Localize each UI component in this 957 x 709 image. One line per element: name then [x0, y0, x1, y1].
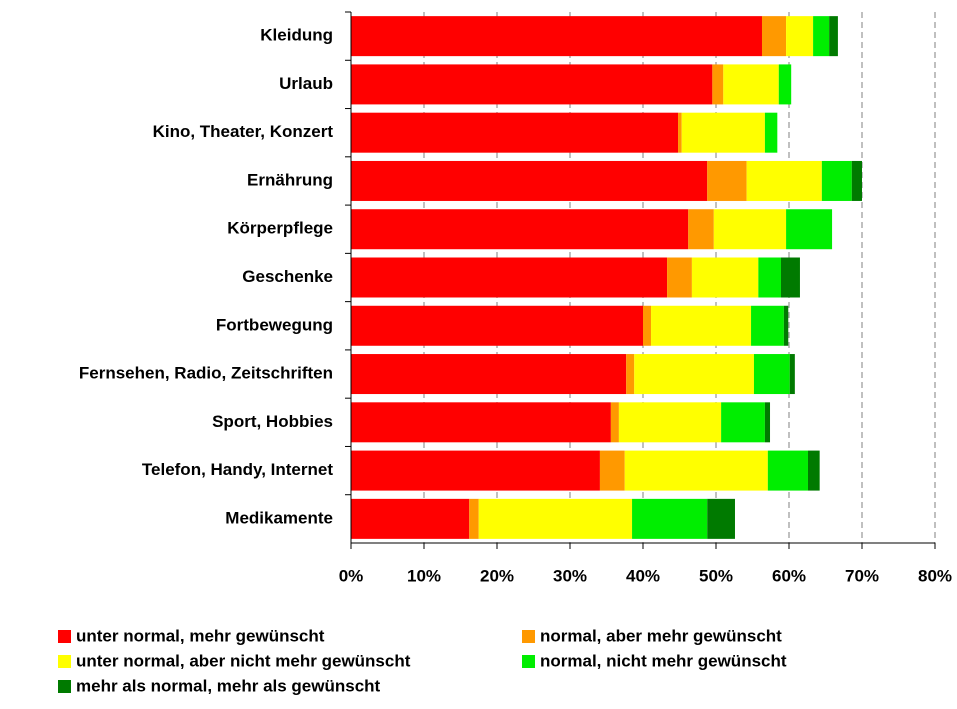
- bar-segment: [351, 305, 643, 346]
- bar-segment: [351, 498, 470, 539]
- bar-segment: [778, 64, 792, 105]
- bar-segment: [780, 257, 800, 298]
- bar-segment: [351, 112, 679, 153]
- legend-swatch: [58, 655, 71, 668]
- bar-segment: [626, 354, 635, 395]
- x-tick-label: 20%: [480, 566, 514, 585]
- legend-swatch: [58, 680, 71, 693]
- bar-segment: [713, 209, 787, 250]
- bar-segment: [753, 354, 790, 395]
- x-tick-label: 30%: [553, 566, 587, 585]
- bar-segment: [681, 112, 765, 153]
- y-tick-label: Geschenke: [242, 267, 333, 286]
- bar-segment: [758, 257, 781, 298]
- bar-segment: [707, 498, 735, 539]
- legend-label: mehr als normal, mehr als gewünscht: [76, 676, 381, 695]
- legend-swatch: [522, 655, 535, 668]
- bar-segment: [707, 160, 747, 201]
- y-tick-label: Sport, Hobbies: [212, 412, 333, 431]
- x-tick-label: 60%: [772, 566, 806, 585]
- bar-segment: [599, 450, 625, 491]
- legend-swatch: [522, 630, 535, 643]
- bar-segment: [643, 305, 652, 346]
- bar-segment: [351, 64, 713, 105]
- bar-segment: [624, 450, 768, 491]
- bar-segment: [351, 257, 668, 298]
- y-tick-label: Ernährung: [247, 170, 333, 189]
- y-tick-label: Urlaub: [279, 74, 333, 93]
- x-tick-label: 10%: [407, 566, 441, 585]
- bar-segment: [667, 257, 692, 298]
- bar-segment: [691, 257, 759, 298]
- bar-segment: [688, 209, 714, 250]
- x-tick-label: 80%: [918, 566, 952, 585]
- bar-segment: [634, 354, 754, 395]
- y-tick-label: Körperpflege: [227, 219, 333, 238]
- bar-segment: [610, 402, 619, 443]
- bar-segment: [813, 16, 830, 57]
- bar-segment: [712, 64, 724, 105]
- bar-segment: [783, 305, 789, 346]
- bar-segment: [767, 450, 808, 491]
- bar-segment: [478, 498, 633, 539]
- y-tick-label: Kino, Theater, Konzert: [153, 122, 334, 141]
- legend-swatch: [58, 630, 71, 643]
- bar-segment: [761, 16, 787, 57]
- bar-segment: [351, 16, 762, 57]
- bar-segment: [351, 402, 611, 443]
- bar-segment: [469, 498, 479, 539]
- bar-segment: [821, 160, 852, 201]
- bar-segment: [789, 354, 795, 395]
- y-tick-label: Fortbewegung: [216, 315, 333, 334]
- x-tick-label: 0%: [339, 566, 364, 585]
- bar-segment: [651, 305, 752, 346]
- bar-segment: [678, 112, 682, 153]
- bar-segment: [807, 450, 820, 491]
- bar-segment: [764, 402, 771, 443]
- y-tick-label: Medikamente: [225, 508, 333, 527]
- bar-segment: [351, 160, 708, 201]
- legend-label: normal, aber mehr gewünscht: [540, 626, 782, 645]
- bar-segment: [632, 498, 708, 539]
- x-tick-label: 40%: [626, 566, 660, 585]
- legend-label: normal, nicht mehr gewünscht: [540, 651, 787, 670]
- bar-segment: [721, 402, 765, 443]
- bar-segment: [751, 305, 784, 346]
- x-tick-label: 70%: [845, 566, 879, 585]
- bar-segment: [746, 160, 822, 201]
- bar-segment: [351, 209, 689, 250]
- bar-segment: [786, 209, 833, 250]
- bar-segment: [764, 112, 778, 153]
- y-tick-label: Fernsehen, Radio, Zeitschriften: [79, 364, 333, 383]
- bar-segment: [851, 160, 862, 201]
- y-tick-label: Telefon, Handy, Internet: [142, 460, 333, 479]
- bar-segment: [829, 16, 838, 57]
- y-tick-label: Kleidung: [260, 26, 333, 45]
- bar-segment: [786, 16, 814, 57]
- legend-label: unter normal, aber nicht mehr gewünscht: [76, 651, 411, 670]
- bar-segment: [618, 402, 722, 443]
- x-tick-label: 50%: [699, 566, 733, 585]
- bar-segment: [351, 354, 627, 395]
- bar-segment: [723, 64, 779, 105]
- bar-segment: [351, 450, 600, 491]
- legend-label: unter normal, mehr gewünscht: [76, 626, 325, 645]
